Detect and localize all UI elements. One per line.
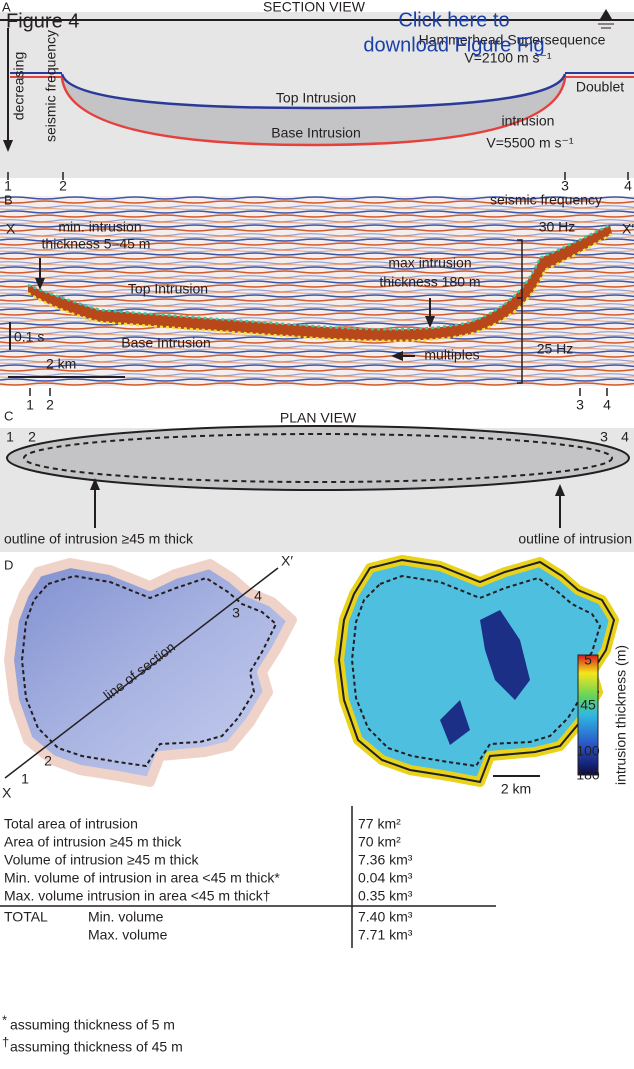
point-label: 1 — [6, 429, 14, 445]
section-end: X — [6, 221, 16, 237]
map-scale: 2 km — [501, 781, 531, 797]
frequency-high: 30 Hz — [539, 219, 576, 235]
max-note: max intrusion — [388, 255, 471, 271]
figure: ASECTION VIEWFigure 4Hammerhead Superseq… — [0, 0, 634, 1069]
section-end: X′ — [281, 553, 293, 569]
top-label: Top Intrusion — [276, 90, 356, 106]
point-label: 4 — [621, 429, 629, 445]
download-link[interactable]: download Figure Fig — [363, 34, 544, 56]
table-label: Min. volume of intrusion in area <45 m t… — [4, 870, 280, 886]
table-value: 7.36 km³ — [358, 852, 413, 868]
time-scale: 0.1 s — [14, 329, 44, 345]
total-label: TOTAL — [4, 909, 48, 925]
table-value: 70 km² — [358, 834, 401, 850]
top-label: Top Intrusion — [128, 281, 208, 297]
colorbar-title: intrusion thickness (m) — [613, 645, 629, 785]
point-label: 2 — [59, 178, 67, 194]
figure-label: Figure 4 — [6, 10, 79, 32]
point-label: 3 — [232, 605, 240, 621]
base-label: Base Intrusion — [271, 125, 361, 141]
point-label: 1 — [4, 178, 12, 194]
inner-outline-label: outline of intrusion ≥45 m thick — [4, 531, 194, 547]
point-label: 1 — [21, 771, 29, 787]
point-label: 3 — [600, 429, 608, 445]
axis-note: seismic frequency — [43, 30, 59, 142]
point-label: 1 — [26, 397, 34, 413]
colorbar-tick: 100 — [576, 743, 600, 759]
multiples-label: multiples — [424, 347, 479, 363]
min-note: thickness 5–45 m — [42, 236, 151, 252]
min-note: min. intrusion — [58, 219, 141, 235]
table-label: Total area of intrusion — [4, 816, 138, 832]
base-label: Base Intrusion — [121, 335, 211, 351]
colorbar-tick: 45 — [580, 697, 596, 713]
table-value: 77 km² — [358, 816, 401, 832]
intrusion-label: intrusion — [502, 113, 555, 129]
point-label: 2 — [44, 753, 52, 769]
colorbar-tick: 5 — [584, 652, 592, 668]
total-row-value: 7.40 km³ — [358, 909, 413, 925]
frequency-title: seismic frequency — [490, 192, 602, 208]
table-label: Volume of intrusion ≥45 m thick — [4, 852, 199, 868]
footnote-marker: † — [2, 1034, 9, 1049]
frequency-low: 25 Hz — [537, 341, 574, 357]
intrusion-outline — [7, 426, 629, 490]
table-value: 0.35 km³ — [358, 888, 413, 904]
unit-right: Doublet — [576, 79, 624, 95]
footnote-marker: * — [2, 1012, 7, 1027]
point-label: 4 — [624, 178, 632, 194]
footnote-text: assuming thickness of 45 m — [10, 1039, 183, 1055]
panel-label: C — [4, 408, 13, 423]
point-label: 4 — [254, 588, 262, 604]
distance-scale: 2 km — [46, 356, 76, 372]
max-note: thickness 180 m — [379, 274, 480, 290]
colorbar-tick: 180 — [576, 767, 600, 783]
outer-outline-label: outline of intrusion — [518, 531, 632, 547]
point-label: 4 — [603, 397, 611, 413]
amplitude-map — [9, 563, 292, 782]
total-row-label: Max. volume — [88, 927, 168, 943]
total-row-value: 7.71 km³ — [358, 927, 413, 943]
table-label: Max. volume intrusion in area <45 m thic… — [4, 888, 271, 904]
page: {"figure_label": "Figure 4", "download_l… — [0, 0, 634, 1069]
thickness-map — [339, 560, 614, 782]
panel-title: PLAN VIEW — [280, 410, 357, 426]
section-end: X′ — [622, 221, 634, 237]
point-label: 2 — [28, 429, 36, 445]
table-value: 0.04 km³ — [358, 870, 413, 886]
panel-label: D — [4, 557, 13, 572]
table-label: Area of intrusion ≥45 m thick — [4, 834, 182, 850]
footnote-text: assuming thickness of 5 m — [10, 1017, 175, 1033]
section-end: X — [2, 785, 12, 801]
panel-label: B — [4, 192, 13, 207]
point-label: 3 — [576, 397, 584, 413]
point-label: 2 — [46, 397, 54, 413]
download-link[interactable]: Click here to — [398, 9, 509, 31]
axis-note: decreasing — [11, 52, 27, 121]
intrusion-velocity: V=5500 m s⁻¹ — [486, 135, 573, 151]
total-row-label: Min. volume — [88, 909, 164, 925]
panel-b-ticks — [30, 388, 607, 396]
panel-title: SECTION VIEW — [263, 0, 366, 15]
